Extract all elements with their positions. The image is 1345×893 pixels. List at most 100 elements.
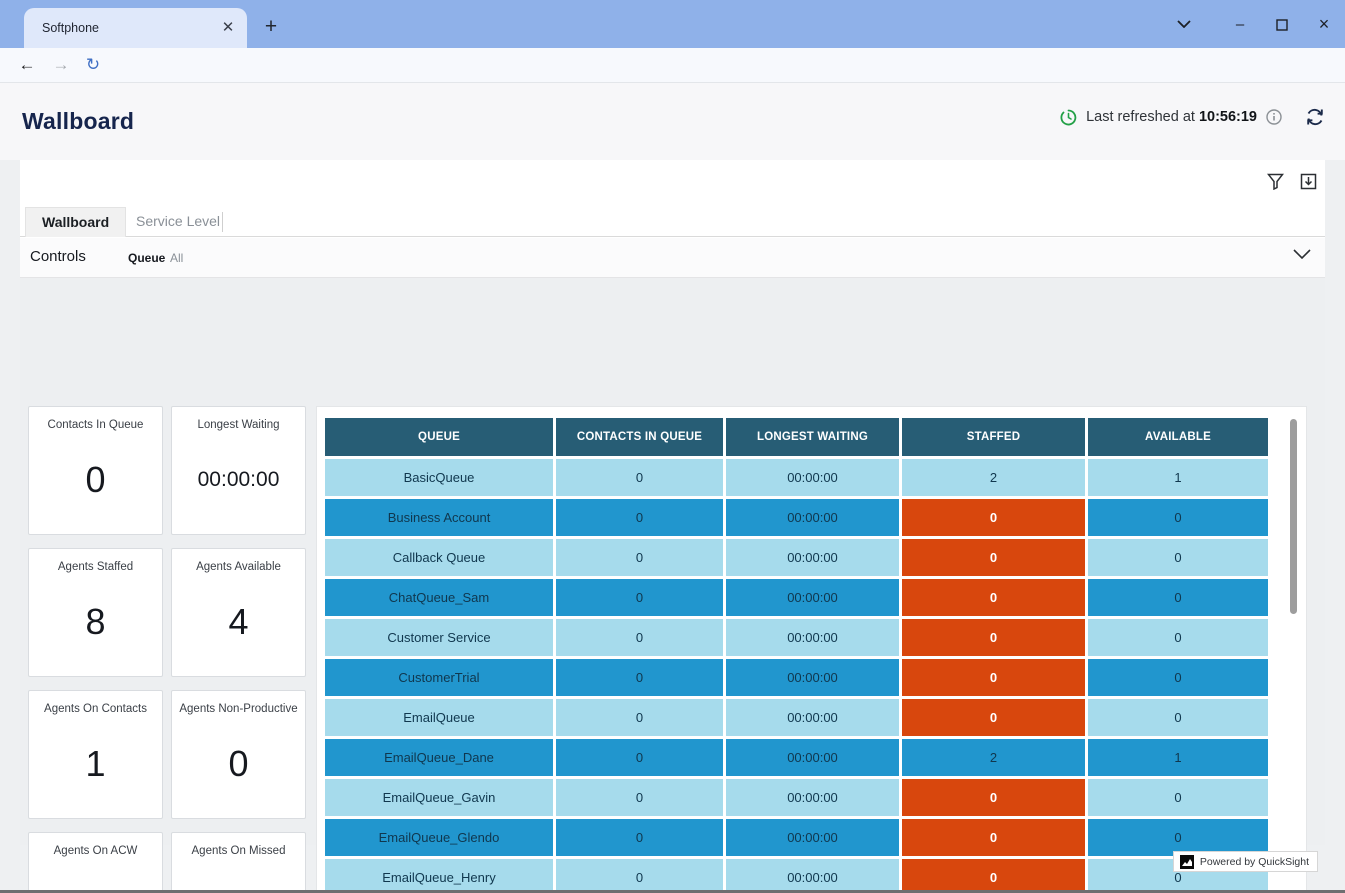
cell-longest: 00:00:00	[726, 619, 899, 656]
cell-queue: EmailQueue_Glendo	[325, 819, 553, 856]
cell-available: 0	[1088, 619, 1268, 656]
queue-filter-label: Queue	[128, 251, 165, 265]
tab-wallboard[interactable]: Wallboard	[25, 207, 126, 237]
cell-queue: Callback Queue	[325, 539, 553, 576]
kpi-label: Agents Available	[172, 561, 305, 573]
queue-table: QUEUE CONTACTS IN QUEUE LONGEST WAITING …	[325, 418, 1271, 893]
cell-staffed: 0	[902, 859, 1085, 893]
kpi-card: 0Contacts In Queue	[28, 406, 163, 535]
col-header-contacts: CONTACTS IN QUEUE	[556, 418, 723, 456]
cell-longest: 00:00:00	[726, 739, 899, 776]
refresh-icon[interactable]	[1305, 108, 1325, 126]
browser-window: Softphone ✕ + – × ← → ↻ /reports/wallboa…	[0, 0, 1345, 893]
window-controls: – ×	[1177, 0, 1345, 48]
cell-queue: BasicQueue	[325, 459, 553, 496]
powered-by-quicksight-badge[interactable]: Powered by QuickSight	[1173, 851, 1318, 872]
cell-queue: EmailQueue_Gavin	[325, 779, 553, 816]
kpi-value: 0	[172, 833, 305, 893]
cell-available: 1	[1088, 739, 1268, 776]
maximize-button[interactable]	[1261, 16, 1303, 33]
filter-funnel-icon[interactable]	[1267, 173, 1284, 190]
cell-staffed: 0	[902, 499, 1085, 536]
cell-available: 0	[1088, 659, 1268, 696]
col-header-staffed: STAFFED	[902, 418, 1085, 456]
table-row[interactable]: EmailQueue_Glendo000:00:0000	[325, 819, 1271, 856]
chevron-down-icon[interactable]	[1293, 249, 1311, 259]
table-row[interactable]: EmailQueue_Dane000:00:0021	[325, 739, 1271, 776]
cell-contacts: 0	[556, 579, 723, 616]
cell-longest: 00:00:00	[726, 819, 899, 856]
page-title: Wallboard	[22, 108, 134, 135]
table-row[interactable]: EmailQueue_Gavin000:00:0000	[325, 779, 1271, 816]
table-row[interactable]: Customer Service000:00:0000	[325, 619, 1271, 656]
powered-by-text: Powered by QuickSight	[1200, 856, 1309, 868]
back-icon[interactable]: ←	[14, 52, 40, 78]
cell-longest: 00:00:00	[726, 459, 899, 496]
cell-contacts: 0	[556, 739, 723, 776]
kpi-card: 0Agents Non-Productive	[171, 690, 306, 819]
browser-titlebar: Softphone ✕ + – ×	[0, 0, 1345, 48]
cell-contacts: 0	[556, 819, 723, 856]
table-row[interactable]: ChatQueue_Sam000:00:0000	[325, 579, 1271, 616]
cell-longest: 00:00:00	[726, 499, 899, 536]
col-header-longest: LONGEST WAITING	[726, 418, 899, 456]
table-header-row: QUEUE CONTACTS IN QUEUE LONGEST WAITING …	[325, 418, 1271, 456]
cell-available: 0	[1088, 539, 1268, 576]
queue-table-body: BasicQueue000:00:0021Business Account000…	[325, 459, 1271, 893]
sheet-content: 0Contacts In Queue 00:00:00 Longest Waitin…	[20, 278, 1325, 845]
cell-staffed: 0	[902, 659, 1085, 696]
kpi-card: 1Agents On ACW	[28, 832, 163, 893]
cell-contacts: 0	[556, 459, 723, 496]
cell-available: 0	[1088, 699, 1268, 736]
kpi-label: Agents On Contacts	[29, 703, 162, 715]
tab-close-icon[interactable]: ✕	[219, 19, 237, 37]
last-refreshed-text: Last refreshed at 10:56:19	[1086, 109, 1257, 125]
kpi-card: 0Agents On Missed	[171, 832, 306, 893]
cell-queue: Customer Service	[325, 619, 553, 656]
queue-filter-value[interactable]: All	[170, 251, 183, 265]
table-row[interactable]: CustomerTrial000:00:0000	[325, 659, 1271, 696]
dashboard-sheet: Wallboard Service Level Controls Queue A…	[20, 160, 1325, 845]
sheet-tab-bar: Wallboard Service Level	[20, 207, 1325, 237]
export-icon[interactable]	[1300, 173, 1317, 190]
cell-longest: 00:00:00	[726, 779, 899, 816]
controls-label: Controls	[30, 248, 86, 265]
cell-available: 0	[1088, 779, 1268, 816]
cell-queue: EmailQueue	[325, 699, 553, 736]
queue-table-panel: QUEUE CONTACTS IN QUEUE LONGEST WAITING …	[316, 406, 1307, 893]
table-row[interactable]: EmailQueue_Henry000:00:0000	[325, 859, 1271, 893]
browser-tab[interactable]: Softphone ✕	[24, 8, 247, 48]
tab-service-level[interactable]: Service Level	[120, 207, 236, 237]
kpi-label: Agents On ACW	[29, 845, 162, 857]
info-icon[interactable]	[1266, 109, 1282, 125]
close-button[interactable]: ×	[1303, 14, 1345, 35]
kpi-label: Longest Waiting	[172, 419, 305, 431]
cell-queue: EmailQueue_Henry	[325, 859, 553, 893]
forward-icon[interactable]: →	[48, 52, 74, 78]
kpi-label: Agents On Missed	[172, 845, 305, 857]
table-row[interactable]: Business Account000:00:0000	[325, 499, 1271, 536]
cell-staffed: 0	[902, 539, 1085, 576]
table-row[interactable]: Callback Queue000:00:0000	[325, 539, 1271, 576]
reload-icon[interactable]: ↻	[80, 52, 106, 78]
cell-longest: 00:00:00	[726, 859, 899, 893]
controls-bar: Controls Queue All	[20, 238, 1325, 278]
tab-search-chevron-icon[interactable]	[1177, 20, 1219, 28]
cell-staffed: 2	[902, 739, 1085, 776]
table-scrollbar-thumb[interactable]	[1290, 419, 1297, 614]
cell-staffed: 0	[902, 819, 1085, 856]
kpi-card: 1Agents On Contacts	[28, 690, 163, 819]
new-tab-button[interactable]: +	[258, 14, 284, 40]
cell-available: 1	[1088, 459, 1268, 496]
table-row[interactable]: EmailQueue000:00:0000	[325, 699, 1271, 736]
browser-tab-title: Softphone	[42, 21, 219, 35]
cell-staffed: 2	[902, 459, 1085, 496]
kpi-value: 1	[29, 833, 162, 893]
cell-contacts: 0	[556, 699, 723, 736]
cell-longest: 00:00:00	[726, 539, 899, 576]
table-row[interactable]: BasicQueue000:00:0021	[325, 459, 1271, 496]
kpi-card: 8Agents Staffed	[28, 548, 163, 677]
cell-contacts: 0	[556, 859, 723, 893]
minimize-button[interactable]: –	[1219, 16, 1261, 33]
cell-available: 0	[1088, 579, 1268, 616]
